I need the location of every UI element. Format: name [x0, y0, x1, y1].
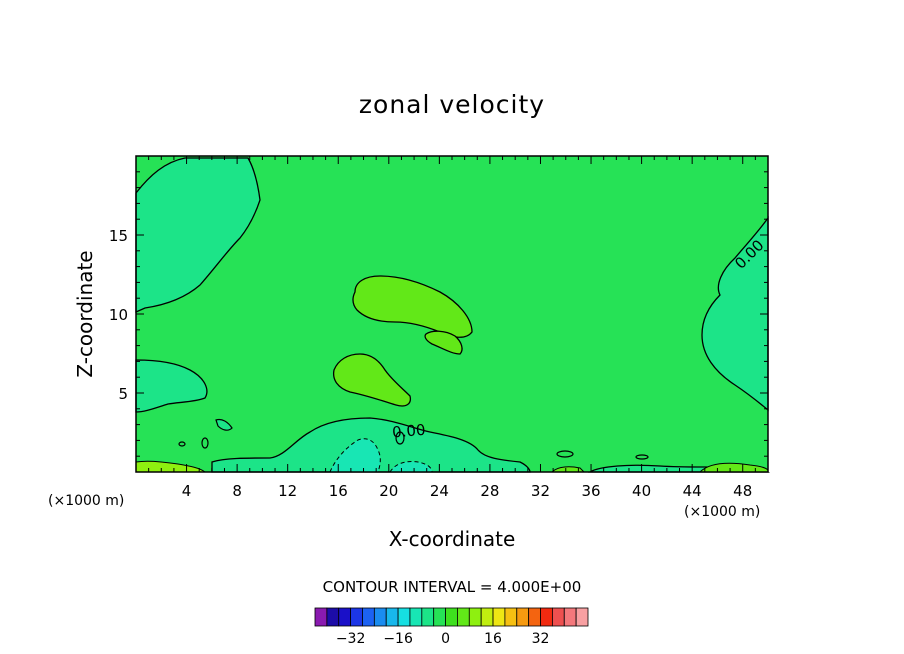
x-tick-label: 40 — [632, 482, 651, 500]
y-axis-label: Z-coordinate — [73, 250, 97, 377]
x-tick-label: 24 — [430, 482, 449, 500]
colorbar-swatch — [480, 607, 494, 627]
colorbar-swatch — [350, 607, 363, 627]
colorbar-tick-label: −16 — [383, 631, 413, 647]
contour-label-center: 0.00 — [391, 421, 426, 442]
colorbar-tick-label: 32 — [532, 631, 550, 647]
x-tick-label: 28 — [480, 482, 499, 500]
contour-interval-text: CONTOUR INTERVAL = 4.000E+00 — [323, 578, 582, 596]
colorbar-swatch — [314, 607, 328, 627]
x-tick-label: 36 — [581, 482, 600, 500]
region-weak-negative-right — [701, 215, 769, 412]
colorbar-swatch — [409, 607, 423, 627]
colorbar-tick-label: 0 — [441, 631, 450, 647]
x-tick-label: 32 — [531, 482, 550, 500]
colorbar-swatch — [397, 607, 411, 627]
colorbar-swatch — [575, 607, 589, 627]
colorbar-swatch — [338, 607, 352, 627]
colorbar-swatch — [445, 607, 458, 627]
x-tick-label: 20 — [379, 482, 398, 500]
colorbar-swatch — [362, 607, 375, 627]
colorbar-swatch — [528, 607, 541, 627]
colorbar-tick-label: −32 — [336, 631, 366, 647]
colorbar-swatch — [326, 607, 340, 627]
region-positive-bottom-center — [550, 466, 586, 473]
x-axis-label: X-coordinate — [389, 527, 516, 551]
colorbar-swatch — [468, 607, 482, 627]
colorbar-ticks: −32 −16 0 16 32 — [336, 631, 550, 647]
loop-e — [635, 454, 649, 460]
colorbar-swatch — [385, 607, 399, 627]
colorbar-swatch — [433, 607, 446, 627]
colorbar-tick-label: 16 — [484, 631, 502, 647]
x-axis-ticks: 4 8 12 16 20 24 28 32 36 40 44 48 — [148, 156, 756, 500]
loop-d — [556, 450, 574, 458]
x-unit-right: (×1000 m) — [684, 504, 760, 520]
region-positive-bottom-left — [135, 460, 207, 473]
y-tick-label: 15 — [109, 227, 128, 245]
region-weak-positive-upper — [352, 275, 473, 338]
colorbar-swatch — [421, 607, 435, 627]
colorbar-swatch — [457, 607, 470, 627]
colorbar-swatch — [563, 607, 577, 627]
colorbar-swatch — [551, 607, 565, 627]
x-tick-label: 8 — [232, 482, 242, 500]
y-tick-label: 10 — [109, 306, 128, 324]
colorbar-swatch — [516, 607, 530, 627]
region-weak-positive-mid — [332, 353, 412, 407]
region-weak-negative-left-mid — [135, 359, 208, 413]
colorbar-swatch — [373, 607, 387, 627]
x-tick-label: 4 — [182, 482, 192, 500]
region-small-loop — [215, 418, 233, 431]
x-tick-label: 44 — [683, 482, 702, 500]
plot-area: 0.00 0.00 — [135, 155, 770, 473]
chart-title: zonal velocity — [359, 90, 545, 119]
x-tick-label: 16 — [329, 482, 348, 500]
colorbar-swatch — [504, 607, 518, 627]
x-tick-label: 12 — [278, 482, 297, 500]
loop-a — [178, 441, 186, 447]
x-tick-label: 48 — [733, 482, 752, 500]
y-tick-label: 5 — [118, 385, 128, 403]
loop-c — [395, 431, 405, 445]
region-weak-negative-upper-left — [135, 157, 261, 314]
region-negative-bottom-2 — [389, 461, 433, 473]
colorbar-swatch — [492, 607, 506, 627]
y-axis-ticks: 5 10 15 — [109, 171, 768, 457]
loop-b — [201, 437, 209, 449]
colorbar-swatch — [540, 607, 553, 627]
colorbar — [314, 607, 589, 627]
region-negative-bottom — [329, 438, 381, 473]
x-unit-left: (×1000 m) — [48, 493, 124, 509]
region-weak-positive-small — [424, 330, 463, 355]
